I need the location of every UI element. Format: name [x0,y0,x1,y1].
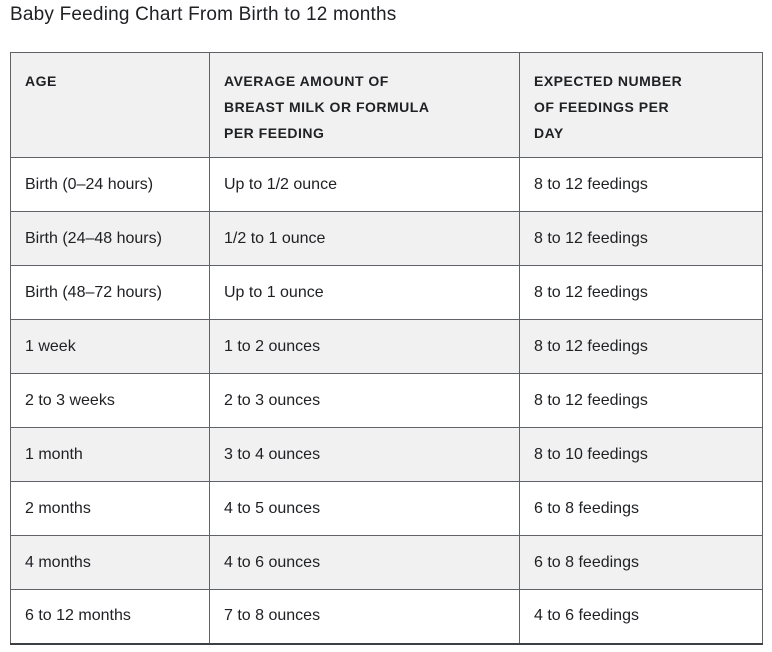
cell-feedings: 6 to 8 feedings [519,535,763,590]
cell-feedings: 6 to 8 feedings [519,481,763,536]
cell-age: Birth (24–48 hours) [10,211,210,266]
cell-age: 6 to 12 months [10,589,210,644]
column-header-amount-per-feeding: AVERAGE AMOUNT OF BREAST MILK OR FORMULA… [209,52,520,158]
table-row: 4 months 4 to 6 ounces 6 to 8 feedings [10,535,763,590]
cell-amount: 1/2 to 1 ounce [209,211,520,266]
cell-age: 1 month [10,427,210,482]
cell-feedings: 8 to 12 feedings [519,265,763,320]
cell-amount: 2 to 3 ounces [209,373,520,428]
cell-feedings: 8 to 12 feedings [519,319,763,374]
cell-age: Birth (0–24 hours) [10,157,210,212]
table-header-row: AGE AVERAGE AMOUNT OF BREAST MILK OR FOR… [10,52,763,158]
table-row: 1 week 1 to 2 ounces 8 to 12 feedings [10,319,763,374]
table-row: Birth (48–72 hours) Up to 1 ounce 8 to 1… [10,265,763,320]
baby-feeding-table: AGE AVERAGE AMOUNT OF BREAST MILK OR FOR… [10,52,763,645]
cell-feedings: 8 to 12 feedings [519,157,763,212]
cell-age: 2 months [10,481,210,536]
table-row: Birth (0–24 hours) Up to 1/2 ounce 8 to … [10,157,763,212]
cell-amount: 7 to 8 ounces [209,589,520,644]
table-row: 2 to 3 weeks 2 to 3 ounces 8 to 12 feedi… [10,373,763,428]
cell-feedings: 4 to 6 feedings [519,589,763,644]
cell-age: 4 months [10,535,210,590]
cell-amount: 3 to 4 ounces [209,427,520,482]
table-row: 6 to 12 months 7 to 8 ounces 4 to 6 feed… [10,589,763,644]
cell-feedings: 8 to 12 feedings [519,211,763,266]
cell-age: 2 to 3 weeks [10,373,210,428]
cell-amount: 4 to 6 ounces [209,535,520,590]
cell-amount: 4 to 5 ounces [209,481,520,536]
column-header-age: AGE [10,52,210,158]
table-row: 1 month 3 to 4 ounces 8 to 10 feedings [10,427,763,482]
table-row: 2 months 4 to 5 ounces 6 to 8 feedings [10,481,763,536]
cell-amount: Up to 1/2 ounce [209,157,520,212]
cell-amount: 1 to 2 ounces [209,319,520,374]
table-row: Birth (24–48 hours) 1/2 to 1 ounce 8 to … [10,211,763,266]
page-title: Baby Feeding Chart From Birth to 12 mont… [10,4,397,25]
cell-amount: Up to 1 ounce [209,265,520,320]
cell-age: 1 week [10,319,210,374]
cell-feedings: 8 to 12 feedings [519,373,763,428]
cell-age: Birth (48–72 hours) [10,265,210,320]
cell-feedings: 8 to 10 feedings [519,427,763,482]
column-header-feedings-per-day: EXPECTED NUMBER OF FEEDINGS PER DAY [519,52,763,158]
